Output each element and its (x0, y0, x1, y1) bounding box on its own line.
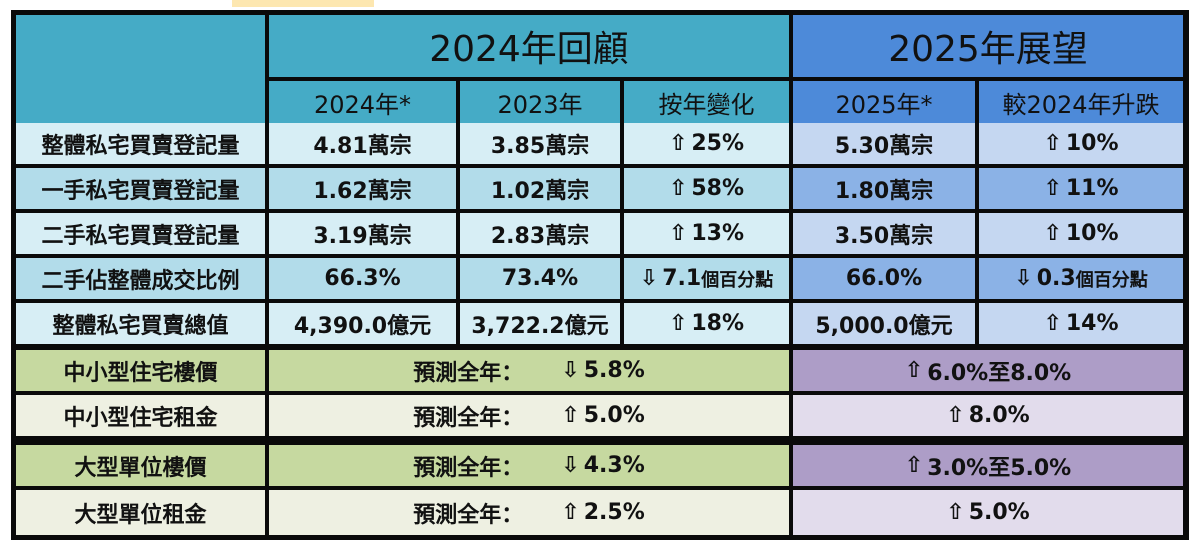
vs-2024-value: 14% (1065, 311, 1119, 336)
up-arrow-icon: ⇧ (668, 221, 688, 246)
vs-2024-value: 0.3 (1036, 266, 1076, 291)
vs-2024-value: 10% (1065, 131, 1119, 156)
property-market-table: 2024年回顧 2025年展望 2024年* 2023年 按年變化 2025年* 較2024… (11, 10, 1189, 540)
yoy-change-value: 58% (691, 176, 745, 201)
value-2024: 3.19萬宗 (269, 213, 456, 254)
forecast-label: 大型單位樓價 (16, 445, 265, 486)
col-2024-header: 2024年* (269, 81, 456, 124)
yoy-change-value: 25% (691, 131, 745, 156)
col-2025-header: 2025年* (793, 81, 975, 124)
forecast-2025-value: 5.0% (968, 500, 1030, 525)
forecast-2025: ⇧ 5.0% (793, 490, 1183, 535)
forecast-2024: 預測全年： ⇩ 5.8% (269, 350, 789, 391)
forecast-2024-value: 5.0% (583, 403, 645, 428)
value-2025: 5,000.0億元 (793, 303, 975, 344)
col-yoy-header: 按年變化 (624, 81, 789, 124)
value-2025: 3.50萬宗 (793, 213, 975, 254)
down-arrow-icon: ⇩ (639, 266, 659, 291)
row-label: 二手佔整體成交比例 (16, 258, 265, 299)
vs-2024-change: ⇧ 10% (979, 213, 1183, 254)
up-arrow-icon: ⇧ (1043, 221, 1062, 246)
forecast-prefix: 預測全年： (413, 360, 524, 386)
vs-2024-value: 11% (1065, 176, 1119, 201)
up-arrow-icon: ⇧ (904, 453, 924, 478)
vs-2024-change: ⇧ 14% (979, 303, 1183, 344)
value-2023: 2.83萬宗 (460, 213, 620, 254)
forecast-2024: 預測全年： ⇩ 4.3% (269, 445, 789, 486)
yoy-change: ⇧ 13% (624, 213, 789, 254)
yoy-change: ⇧ 18% (624, 303, 789, 344)
value-2024: 1.62萬宗 (269, 168, 456, 209)
forecast-2025: ⇧ 3.0%至5.0% (793, 445, 1183, 486)
forecast-label: 中小型住宅租金 (16, 395, 265, 436)
yoy-change-value: 7.1 (662, 266, 702, 291)
yoy-change-value: 18% (691, 311, 745, 336)
up-arrow-icon: ⇧ (668, 176, 688, 201)
vs-2024-value: 10% (1065, 221, 1119, 246)
review-title: 2024年回顧 (269, 15, 789, 77)
forecast-prefix: 預測全年： (413, 502, 524, 528)
up-arrow-icon: ⇧ (561, 403, 580, 428)
yoy-change-value: 13% (691, 221, 745, 246)
forecast-2024-value: 5.8% (583, 358, 645, 383)
down-arrow-icon: ⇩ (1014, 266, 1033, 291)
yoy-change: ⇧ 58% (624, 168, 789, 209)
forecast-2025: ⇧ 8.0% (793, 395, 1183, 436)
up-arrow-icon: ⇧ (904, 358, 924, 383)
vs-2024-unit: 個百分點 (1075, 269, 1148, 291)
col-vs2024-header: 較2024年升跌 (979, 81, 1183, 124)
row-label: 整體私宅買賣登記量 (16, 123, 265, 164)
down-arrow-icon: ⇩ (561, 358, 580, 383)
vs-2024-change: ⇧ 10% (979, 123, 1183, 164)
up-arrow-icon: ⇧ (1043, 176, 1062, 201)
vs-2024-change: ⇩ 0.3 個百分點 (979, 258, 1183, 299)
forecast-prefix: 預測全年： (413, 455, 524, 481)
value-2023: 1.02萬宗 (460, 168, 620, 209)
top-tag-strip (232, 0, 374, 7)
row-label: 二手私宅買賣登記量 (16, 213, 265, 254)
up-arrow-icon: ⇧ (668, 311, 688, 336)
row-label: 一手私宅買賣登記量 (16, 168, 265, 209)
row-label: 整體私宅買賣總值 (16, 303, 265, 344)
down-arrow-icon: ⇩ (561, 453, 580, 478)
forecast-prefix: 預測全年： (413, 405, 524, 431)
outlook-title: 2025年展望 (793, 15, 1183, 77)
value-2025: 66.0% (793, 258, 975, 299)
forecast-2025-value: 6.0%至8.0% (927, 360, 1072, 386)
header-corner (16, 15, 265, 124)
up-arrow-icon: ⇧ (561, 500, 580, 525)
up-arrow-icon: ⇧ (1043, 311, 1062, 336)
value-2024: 4.81萬宗 (269, 123, 456, 164)
yoy-change: ⇩ 7.1 個百分點 (624, 258, 789, 299)
forecast-2024-value: 4.3% (583, 453, 645, 478)
value-2023: 3.85萬宗 (460, 123, 620, 164)
forecast-2024-value: 2.5% (583, 500, 645, 525)
value-2024: 4,390.0億元 (269, 303, 456, 344)
forecast-2025: ⇧ 6.0%至8.0% (793, 350, 1183, 391)
vs-2024-change: ⇧ 11% (979, 168, 1183, 209)
up-arrow-icon: ⇧ (1043, 131, 1062, 156)
up-arrow-icon: ⇧ (946, 500, 965, 525)
yoy-change-unit: 個百分點 (701, 269, 774, 291)
yoy-change: ⇧ 25% (624, 123, 789, 164)
up-arrow-icon: ⇧ (946, 403, 965, 428)
value-2024: 66.3% (269, 258, 456, 299)
up-arrow-icon: ⇧ (668, 131, 688, 156)
forecast-2024: 預測全年： ⇧ 2.5% (269, 490, 789, 535)
value-2023: 3,722.2億元 (460, 303, 620, 344)
value-2025: 1.80萬宗 (793, 168, 975, 209)
value-2025: 5.30萬宗 (793, 123, 975, 164)
forecast-label: 中小型住宅樓價 (16, 350, 265, 391)
forecast-2024: 預測全年： ⇧ 5.0% (269, 395, 789, 436)
forecast-label: 大型單位租金 (16, 490, 265, 535)
col-2023-header: 2023年 (460, 81, 620, 124)
value-2023: 73.4% (460, 258, 620, 299)
forecast-2025-value: 8.0% (968, 403, 1030, 428)
forecast-2025-value: 3.0%至5.0% (927, 455, 1072, 481)
